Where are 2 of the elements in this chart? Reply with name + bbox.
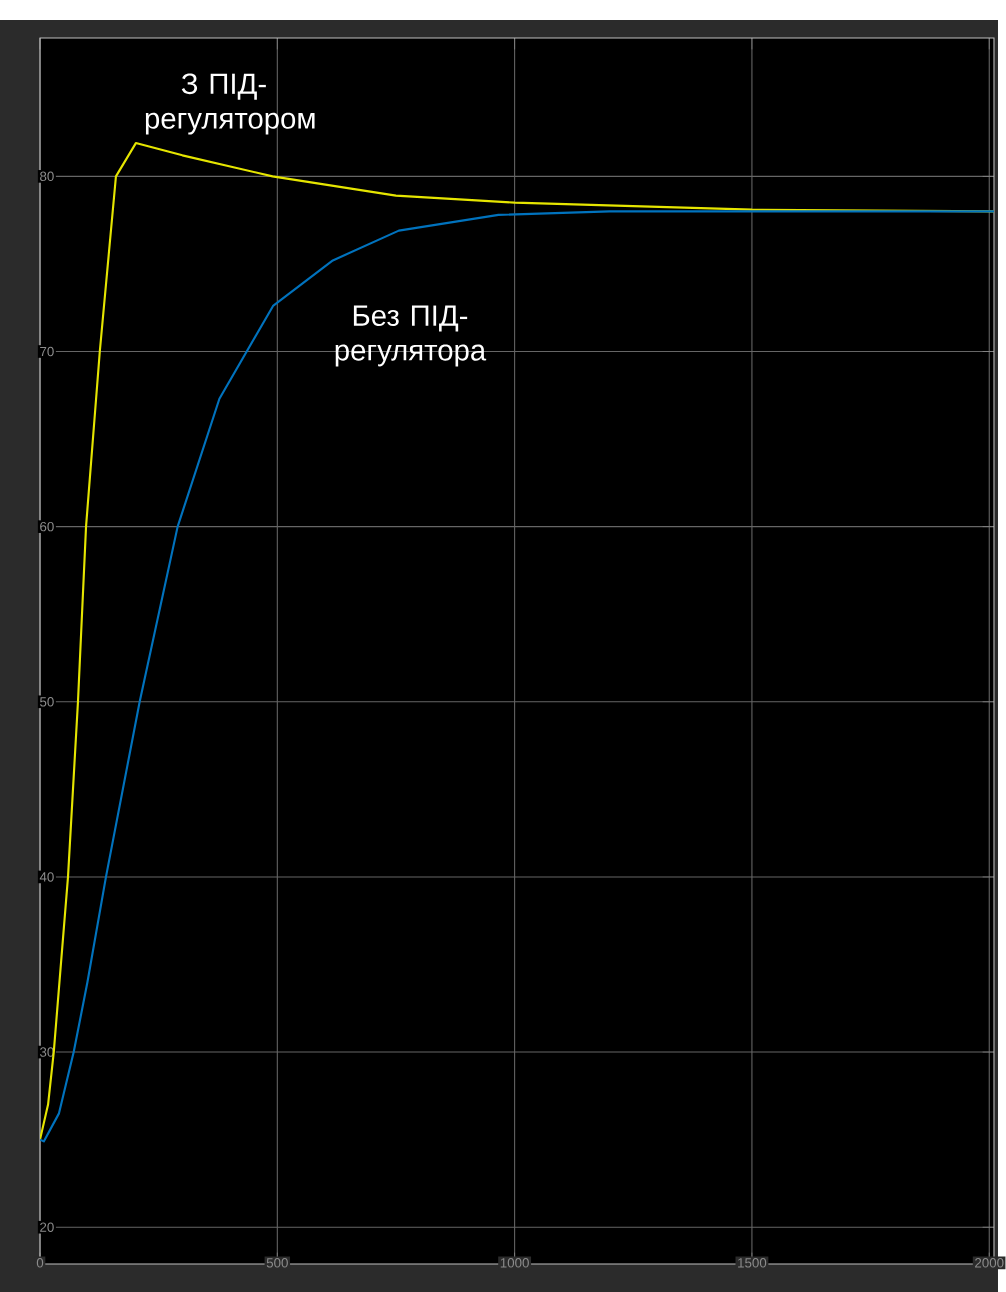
- series-label: З ПІД-регулятором: [146, 73, 315, 135]
- series-label: Без ПІД-регулятора: [335, 305, 487, 367]
